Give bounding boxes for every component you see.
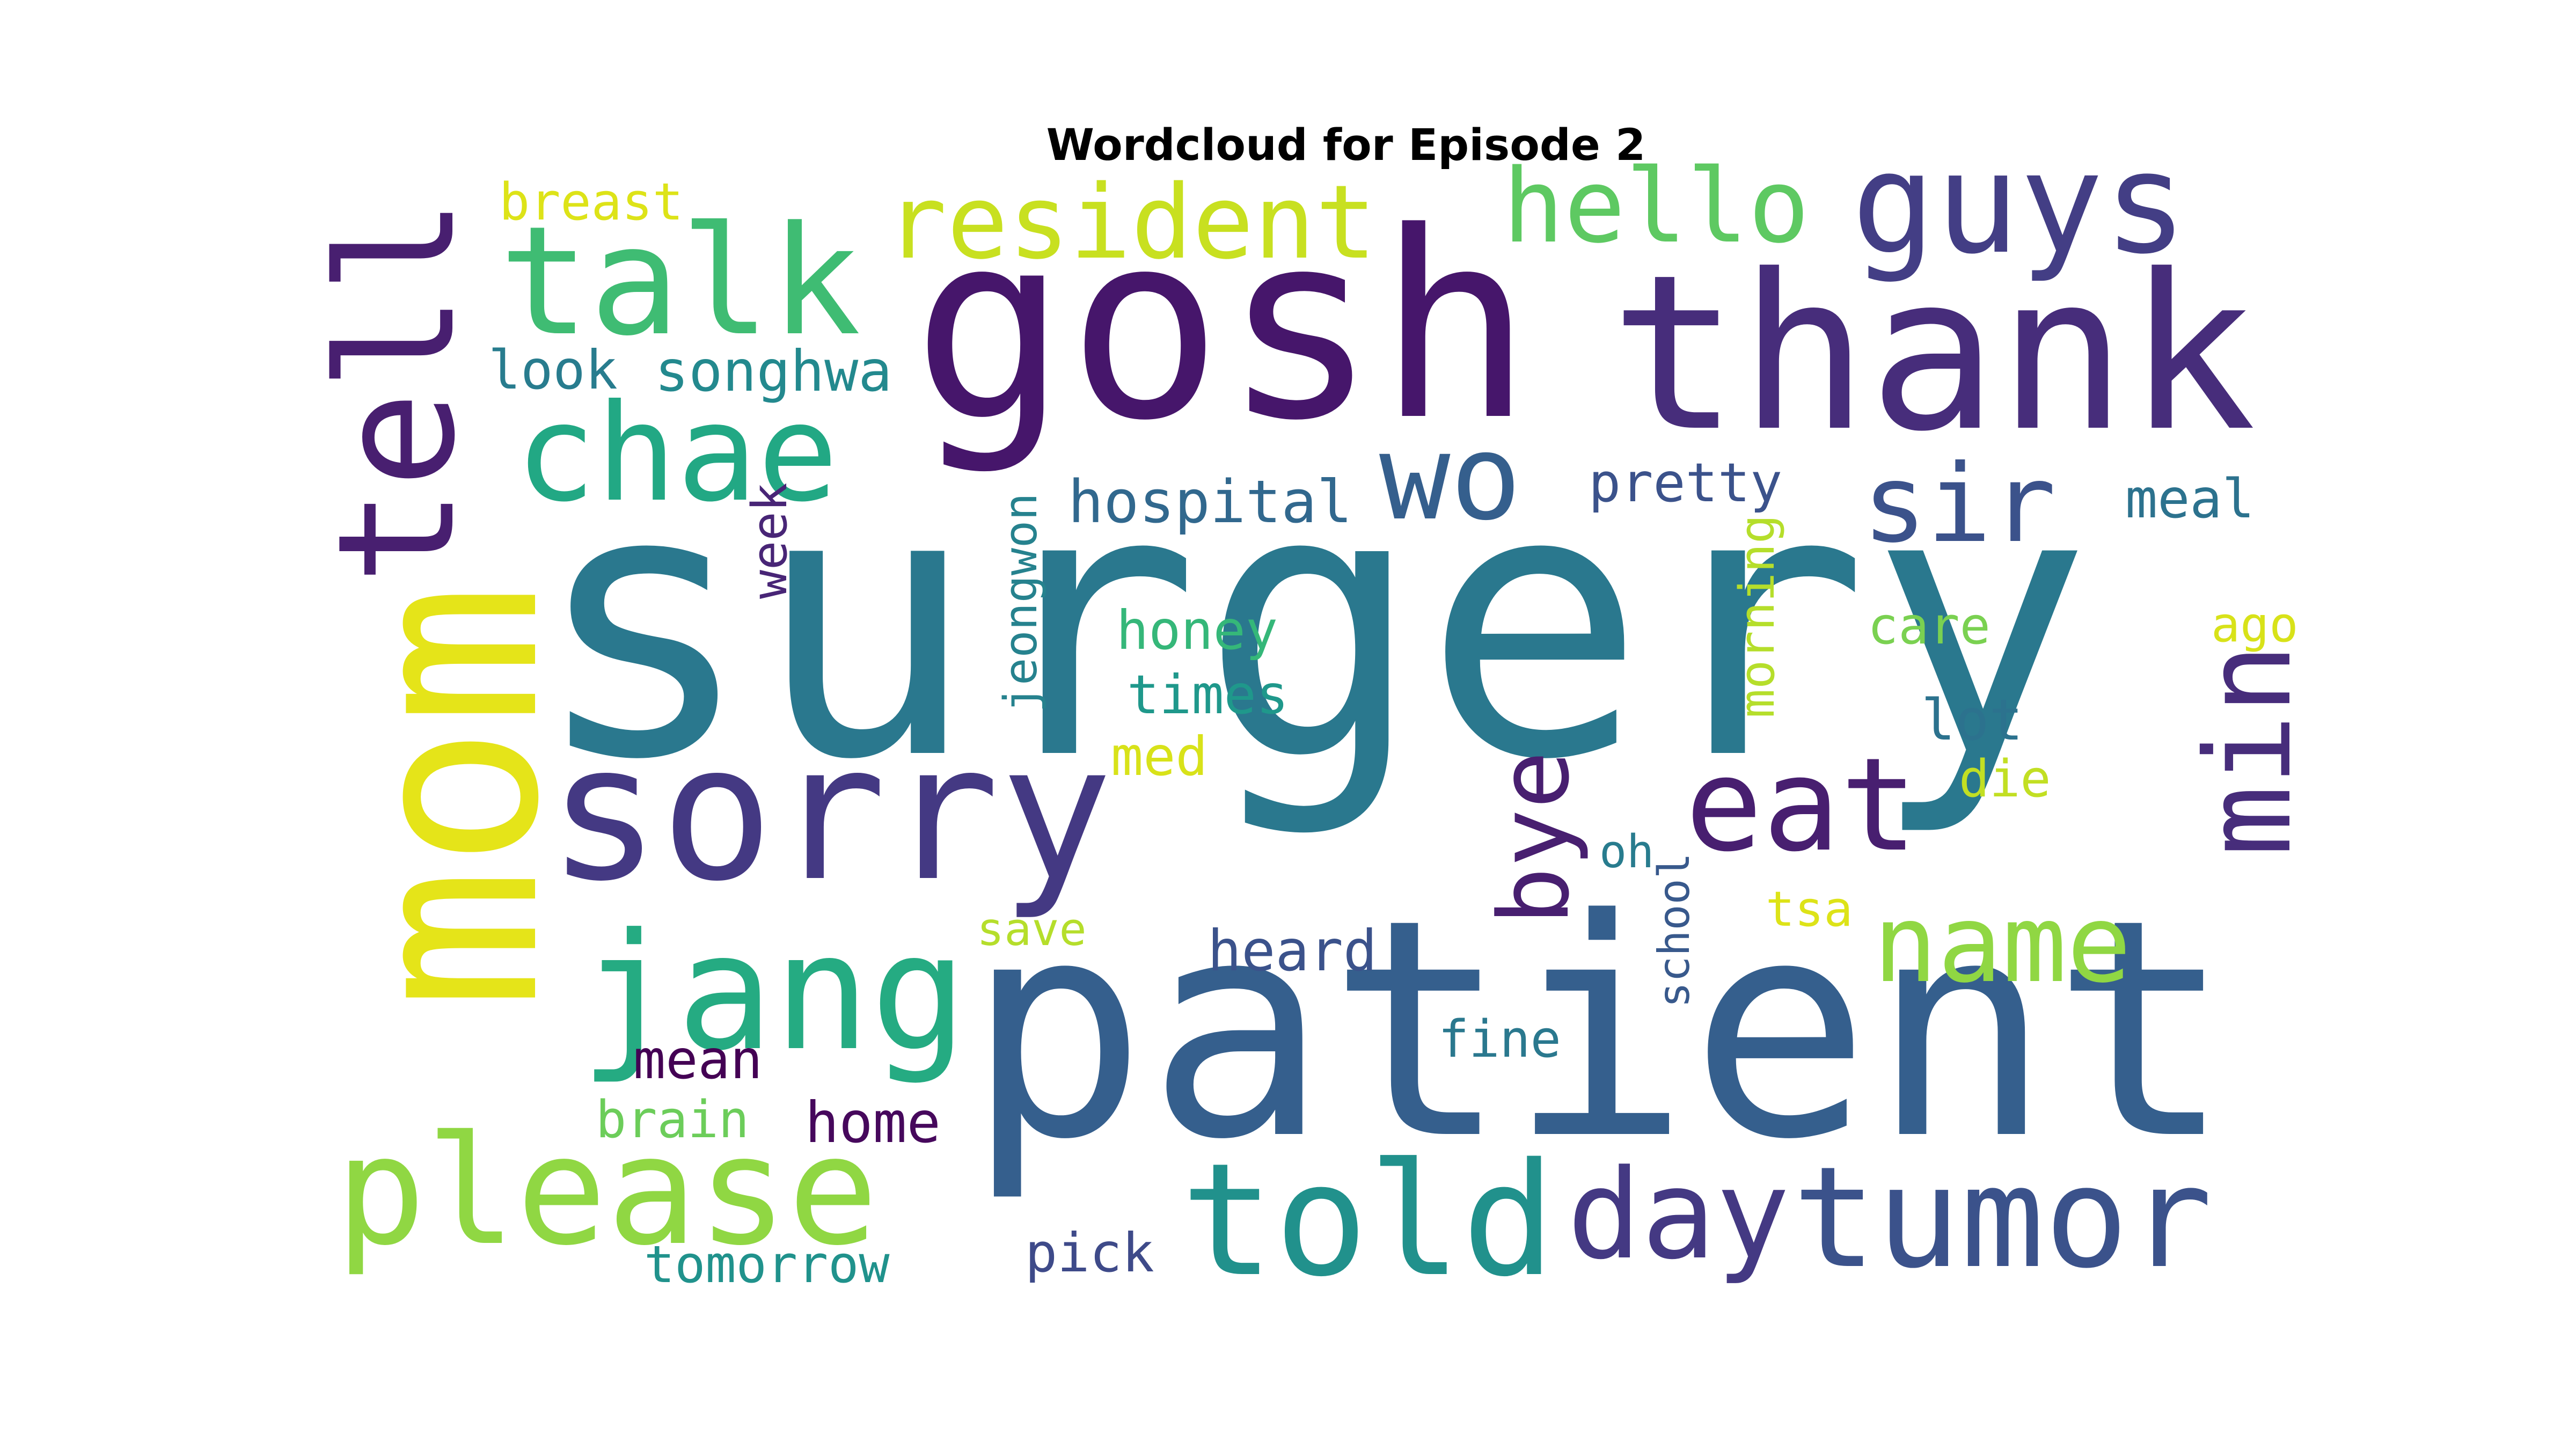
word-hello: hello — [1503, 147, 1810, 266]
word-mom: mom — [316, 583, 591, 1010]
word-min: min — [2180, 643, 2317, 857]
word-sir: sir — [1862, 442, 2057, 567]
word-die: die — [1959, 750, 2051, 809]
word-name: name — [1873, 882, 2132, 1007]
word-heard: heard — [1208, 918, 1378, 984]
word-tsa: tsa — [1766, 881, 1853, 938]
chart-title: Wordcloud for Episode 2 — [1046, 120, 1646, 171]
word-times: times — [1127, 663, 1289, 726]
word-songhwa: songhwa — [655, 339, 892, 404]
word-breast: breast — [499, 173, 684, 232]
word-lot: lot — [1921, 687, 2023, 753]
word-talk: talk — [499, 194, 861, 369]
word-tomorrow: tomorrow — [644, 1235, 890, 1294]
word-eat: eat — [1685, 730, 1918, 880]
word-fine: fine — [1438, 1010, 1561, 1069]
word-school: school — [1649, 853, 1699, 1008]
word-tell: tell — [303, 197, 491, 585]
word-brain: brain — [596, 1091, 749, 1150]
word-please: please — [335, 1104, 879, 1279]
word-look: look — [488, 339, 618, 401]
word-morning: morning — [1729, 514, 1785, 718]
word-surgery: surgery — [531, 409, 2092, 840]
word-day: day — [1567, 1144, 1790, 1287]
word-med: med — [1111, 725, 1208, 788]
word-oh: oh — [1599, 825, 1655, 879]
word-week: week — [742, 482, 798, 599]
word-chae: chae — [515, 375, 839, 531]
word-pick: pick — [1025, 1221, 1154, 1284]
word-jang: jang — [580, 899, 968, 1086]
word-bye: bye — [1479, 750, 1591, 925]
word-tumor: tumor — [1792, 1137, 2213, 1299]
word-patient: patient — [966, 855, 2233, 1205]
word-guys: guys — [1851, 123, 2188, 285]
word-care: care — [1868, 597, 1990, 656]
word-thank: thank — [1610, 229, 2257, 479]
word-ago: ago — [2211, 597, 2299, 653]
word-sorry: sorry — [547, 704, 1113, 923]
word-home: home — [805, 1090, 941, 1155]
word-honey: honey — [1116, 599, 1278, 662]
word-resident: resident — [885, 163, 1377, 282]
word-meal: meal — [2125, 467, 2255, 530]
word-pretty: pretty — [1589, 451, 1783, 514]
word-hospital: hospital — [1068, 467, 1352, 536]
word-told: told — [1181, 1130, 1556, 1311]
word-wo: wo — [1379, 409, 1521, 546]
word-save: save — [977, 903, 1087, 956]
word-mean: mean — [633, 1028, 763, 1091]
word-jeongwon: jeongwon — [994, 493, 1048, 713]
word-gosh: gosh — [912, 177, 1533, 477]
